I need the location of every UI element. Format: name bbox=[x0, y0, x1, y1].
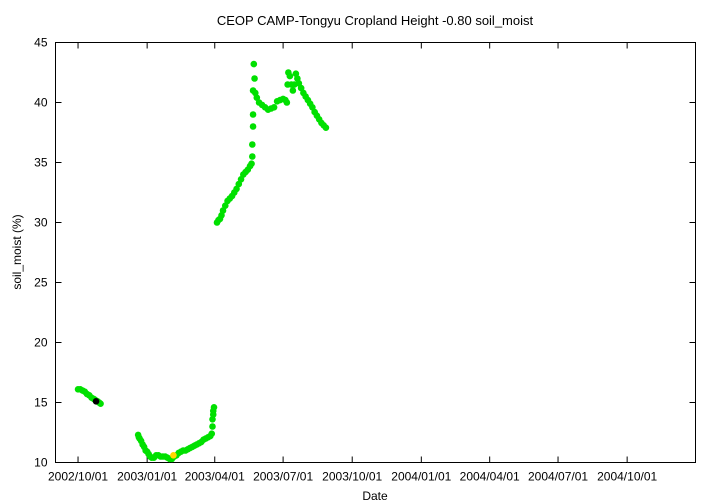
y-tick-label: 20 bbox=[34, 336, 48, 350]
x-tick-label: 2003/10/01 bbox=[322, 470, 382, 484]
data-point bbox=[289, 87, 297, 94]
y-tick-label: 15 bbox=[34, 396, 48, 410]
x-tick-label: 2003/07/01 bbox=[253, 470, 313, 484]
y-tick-label: 25 bbox=[34, 276, 48, 290]
y-axis-label: soil_moist (%) bbox=[10, 214, 24, 289]
data-point bbox=[250, 60, 258, 68]
data-point bbox=[322, 124, 330, 131]
data-point bbox=[210, 404, 218, 411]
y-tick-label: 35 bbox=[34, 156, 48, 170]
x-tick-label: 2003/01/01 bbox=[117, 470, 177, 484]
y-tick-label: 40 bbox=[34, 96, 48, 110]
y-tick-label: 45 bbox=[34, 36, 48, 50]
data-point bbox=[251, 75, 258, 82]
data-point bbox=[249, 111, 257, 118]
data-point bbox=[286, 72, 294, 80]
y-tick-label: 30 bbox=[34, 216, 48, 230]
data-point bbox=[209, 423, 216, 430]
axis-ticks: 10 15 20 25 30 35 40 45 2002/10/01 2003/01/01 2003… bbox=[34, 36, 696, 484]
x-tick-label: 2004/07/01 bbox=[528, 470, 588, 484]
data-point bbox=[170, 452, 177, 459]
x-tick-label: 2004/04/01 bbox=[460, 470, 520, 484]
data-point bbox=[208, 430, 216, 438]
data-point bbox=[248, 160, 255, 167]
y-tick-label: 10 bbox=[34, 456, 48, 470]
data-points bbox=[74, 60, 330, 463]
data-point bbox=[92, 398, 100, 405]
data-point bbox=[249, 153, 256, 160]
data-point bbox=[283, 99, 291, 106]
x-tick-label: 2002/10/01 bbox=[48, 470, 108, 484]
data-point bbox=[249, 141, 256, 148]
x-tick-label: 2004/01/01 bbox=[391, 470, 451, 484]
data-point bbox=[270, 104, 278, 111]
plot-frame bbox=[55, 42, 696, 463]
x-tick-label: 2003/04/01 bbox=[185, 470, 245, 484]
x-tick-label: 2004/10/01 bbox=[597, 470, 657, 484]
x-axis-label: Date bbox=[362, 489, 388, 503]
data-point bbox=[249, 123, 257, 130]
chart-title: CEOP CAMP-Tongyu Cropland Height -0.80 s… bbox=[217, 13, 534, 28]
